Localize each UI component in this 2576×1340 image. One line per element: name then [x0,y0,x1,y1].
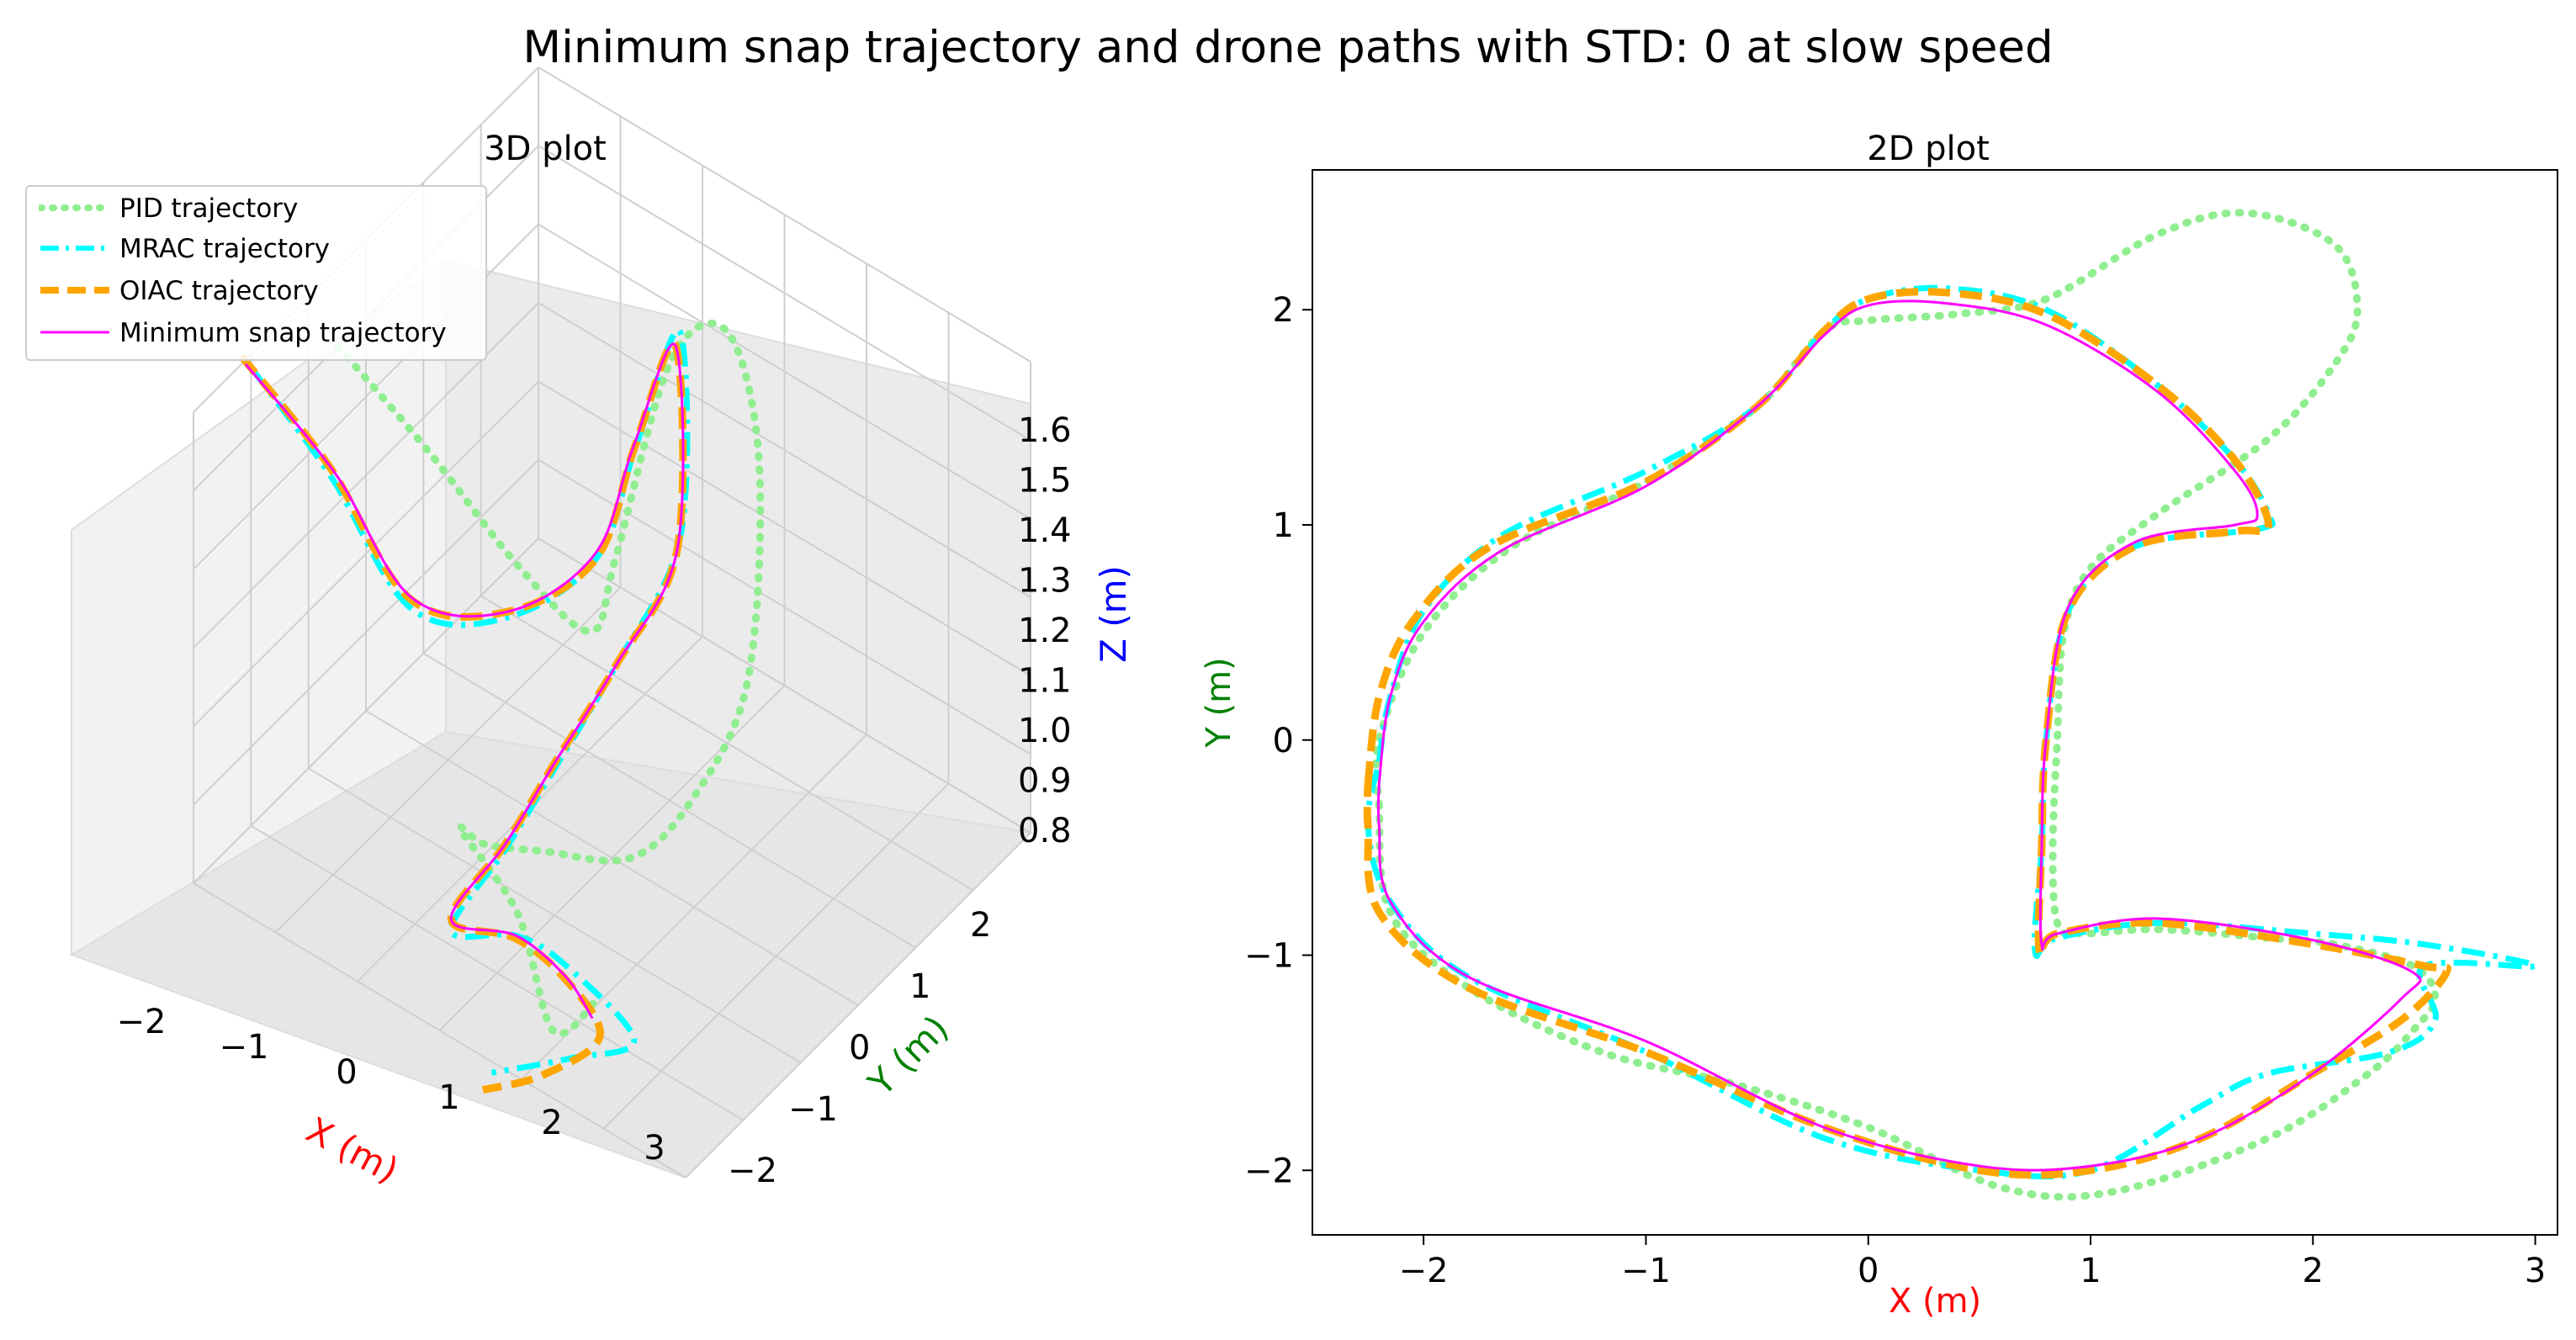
x-tick-label-3d: 2 [541,1104,562,1142]
z-axis-label-3d: Z (m) [1093,565,1134,663]
z-tick-label-3d: 1.6 [1018,411,1072,450]
plot-3d: −2 −1 0 1 2 3 −2 −1 0 1 2 1.6 1.5 1.4 1.3 1.2 1.1 1.0 0.9 0… [69,66,1072,1190]
legend-label-pid: PID trajectory [119,193,299,224]
z-tick-label-3d: 0.9 [1018,762,1072,801]
y-tick-label-3d: 0 [849,1029,870,1067]
legend-item-mrac: MRAC trajectory [27,229,485,269]
y-tick-label-3d: −1 [788,1090,838,1129]
grid-line-3d [480,595,974,892]
x-tick-label-2d: −1 [1621,1252,1671,1290]
series-2d-mrac-trajectory [1365,284,2539,1180]
legend-label-minsnap: Minimum snap trajectory [119,318,447,348]
figure-title: Minimum snap trajectory and drone paths … [522,22,2054,73]
ticks-2d: −2 −1 0 1 2 3 −2 −1 0 1 2 [1244,291,2546,1290]
z-tick-label-3d: 1.0 [1018,712,1072,750]
x-tick-label-3d: −1 [220,1028,269,1067]
y-axis-label-2d: Y (m) [1200,657,1238,748]
z-tick-label-3d: 1.5 [1018,462,1072,501]
x-tick-label-2d: 3 [2525,1252,2546,1290]
legend-label-oiac: OIAC trajectory [119,276,319,306]
legend-item-pid: PID trajectory [27,188,485,229]
legend: PID trajectory MRAC trajectory OIAC traj… [25,185,487,361]
series-2d [1363,209,2539,1201]
x-tick-label-2d: 1 [2080,1252,2101,1290]
subplot-title-2d: 2D plot [1867,130,1990,168]
z-tick-label-3d: 1.1 [1018,662,1072,701]
y-tick-label-2d: 2 [1273,291,1294,330]
z-tick-label-3d: 1.3 [1018,562,1072,601]
x-tick-label-2d: 0 [1858,1252,1879,1290]
grid-line-3d [538,538,1031,834]
legend-item-oiac: OIAC trajectory [27,271,485,311]
z-tick-label-3d: 1.2 [1018,612,1072,650]
series-2d-minimum-snap-trajectory [1376,299,2422,1172]
y-tick-label-3d: 2 [970,906,991,945]
x-tick-label-3d: 0 [336,1053,357,1092]
z-tick-label-3d: 0.8 [1018,812,1072,850]
ticks-3d: −2 −1 0 1 2 3 −2 −1 0 1 2 1.6 1.5 1.4 1.3 1.2 1.1 1.0 0.9 0… [117,411,1072,1190]
x-tick-label-3d: 3 [644,1129,665,1168]
x-axis-label-2d: X (m) [1889,1282,1981,1321]
plot-2d: −2 −1 0 1 2 3 −2 −1 0 1 2 [1244,169,2558,1290]
x-axis-label-3d: X (m) [299,1109,405,1191]
legend-label-mrac: MRAC trajectory [119,234,331,264]
subplot-title-3d: 3D plot [484,130,607,168]
grid-line-3d [538,145,1031,442]
y-tick-label-2d: 1 [1273,506,1294,545]
z-tick-label-3d: 1.4 [1018,511,1072,550]
x-tick-label-3d: 1 [438,1078,459,1117]
legend-item-minsnap: Minimum snap trajectory [27,313,485,353]
y-tick-label-2d: 0 [1273,722,1294,760]
y-tick-label-2d: −2 [1244,1152,1294,1190]
grid-line-3d [685,832,1031,1178]
x-tick-label-3d: −2 [117,1003,167,1041]
x-tick-label-2d: 2 [2303,1252,2324,1290]
series-3d [238,319,765,1094]
series-2d-pid-trajectory [1371,209,2440,1201]
axes-frame-2d [1312,169,2558,1236]
series-3d-pid-trajectory [334,319,765,1038]
grid-line-3d [538,66,1031,363]
y-tick-label-3d: 1 [909,967,930,1006]
y-axis-label-3d: Y (m) [860,1008,957,1104]
series-3d-minimum-snap-trajectory [244,342,685,1020]
x-tick-label-2d: −2 [1399,1252,1449,1290]
y-tick-label-2d: −1 [1244,937,1294,976]
y-tick-label-3d: −2 [728,1152,777,1190]
